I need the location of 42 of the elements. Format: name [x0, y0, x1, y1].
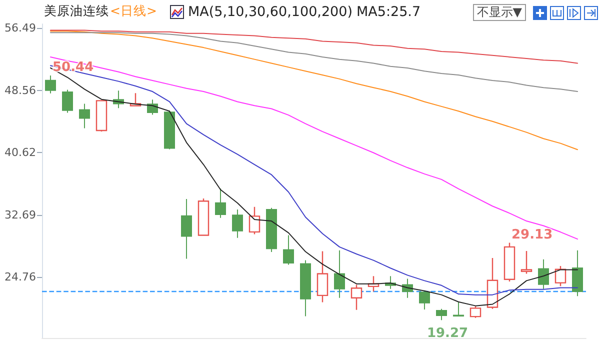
candlestick — [248, 206, 260, 235]
line-series — [50, 32, 578, 92]
text: MA(5,10,30,60,100,200) — [188, 4, 352, 20]
candlestick — [283, 234, 294, 266]
y-tick-label: 48.56 — [4, 84, 36, 97]
text: 不显示▼ — [472, 4, 526, 21]
line-series — [50, 56, 578, 240]
candlestick — [62, 89, 73, 114]
candlestick — [300, 260, 311, 317]
candlestick — [45, 74, 56, 94]
candlestick — [419, 290, 430, 310]
y-tick-label: 40.62 — [4, 146, 36, 160]
candlestick — [215, 188, 226, 218]
text: MA5:25.7 — [356, 4, 421, 20]
candlestick — [453, 302, 464, 316]
candlestick — [486, 257, 498, 310]
candlestick — [316, 250, 328, 303]
candlestick — [96, 100, 108, 132]
candlestick — [350, 284, 362, 310]
y-tick-label: 56.49 — [4, 22, 36, 35]
chart-title: 美原油连续 — [44, 3, 109, 20]
annotation: 29.13 — [512, 227, 553, 242]
annotation: 19.27 — [426, 326, 468, 342]
candlestick — [538, 258, 549, 290]
y-tick-label: 32.69 — [4, 208, 36, 222]
candlestick — [368, 275, 380, 292]
chart-subtitle: <日线> — [110, 3, 157, 20]
candlestick — [334, 250, 345, 298]
candlestick — [436, 308, 447, 321]
candlestick — [79, 103, 90, 129]
candlestick — [520, 250, 532, 274]
candlestick — [232, 208, 243, 238]
candlestick — [198, 198, 210, 236]
candlestick — [266, 207, 277, 252]
candlestick — [181, 198, 192, 260]
candlestick — [164, 110, 175, 150]
line-series — [50, 30, 578, 150]
candlestick — [572, 250, 583, 297]
y-tick-label: 24.76 — [4, 270, 36, 284]
candlestick — [554, 265, 566, 287]
candlestick — [470, 306, 482, 319]
candlestick — [504, 242, 516, 282]
